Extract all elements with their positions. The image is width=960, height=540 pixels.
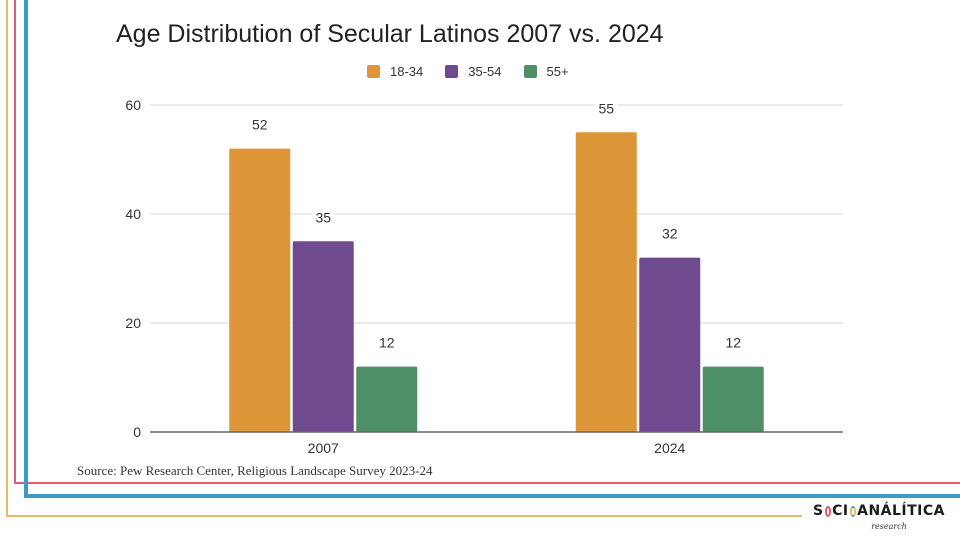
- data-label: 12: [725, 335, 741, 351]
- logo-text-part: CI: [832, 503, 849, 519]
- legend-label: 55+: [546, 64, 569, 79]
- data-label-background: [375, 335, 398, 352]
- data-label-background: [722, 335, 745, 352]
- legend-label: 35-54: [468, 64, 502, 79]
- data-label: 12: [379, 335, 395, 351]
- y-tick-label: 0: [133, 424, 141, 440]
- socioanalitica-logo: S CI ANÁLÍTICA research: [813, 503, 945, 531]
- bar: [229, 148, 291, 432]
- data-label: 52: [252, 117, 268, 133]
- legend-swatch: [523, 65, 537, 78]
- y-tick-label: 60: [125, 97, 141, 113]
- legend-item: 55+: [523, 64, 569, 79]
- frame-line-blue-vertical: [24, 0, 28, 498]
- y-tick-label: 40: [125, 206, 141, 222]
- x-tick-label: 2024: [654, 440, 685, 456]
- data-label-background: [658, 226, 681, 243]
- frame-line-red-vertical: [14, 0, 16, 484]
- x-tick-label: 2007: [308, 440, 339, 456]
- data-label-background: [595, 101, 618, 118]
- logo-text-part: ANÁLÍTICA: [857, 503, 945, 519]
- frame-line-blue-horizontal: [24, 494, 960, 498]
- bar: [639, 257, 701, 432]
- logo-text-part: S: [813, 503, 824, 519]
- logo-circle-icon: [849, 505, 857, 517]
- legend-swatch: [445, 65, 459, 78]
- source-note: Source: Pew Research Center, Religious L…: [77, 463, 433, 478]
- frame-line-yellow-vertical: [6, 0, 8, 517]
- bar: [702, 366, 764, 432]
- bar: [292, 241, 354, 432]
- data-label: 32: [662, 226, 678, 242]
- logo-circle-icon: [824, 505, 832, 517]
- chart-title: Age Distribution of Secular Latinos 2007…: [116, 20, 664, 48]
- legend-item: 18-34: [367, 64, 423, 79]
- bar: [356, 366, 418, 432]
- data-label: 55: [598, 100, 614, 116]
- data-label-background: [248, 117, 271, 134]
- data-label: 35: [315, 209, 331, 225]
- logo-wordmark: S CI ANÁLÍTICA: [813, 503, 945, 519]
- legend-swatch: [367, 65, 380, 78]
- frame-line-yellow-horizontal: [6, 515, 802, 517]
- legend-label: 18-34: [390, 64, 424, 79]
- chart-legend: 18-34 35-54 55+: [367, 64, 591, 79]
- data-label-background: [312, 210, 335, 227]
- logo-subtitle: research: [871, 522, 907, 531]
- bar: [575, 132, 637, 432]
- y-tick-label: 20: [125, 315, 141, 331]
- legend-item: 35-54: [445, 64, 502, 79]
- frame-line-red-horizontal: [14, 482, 960, 484]
